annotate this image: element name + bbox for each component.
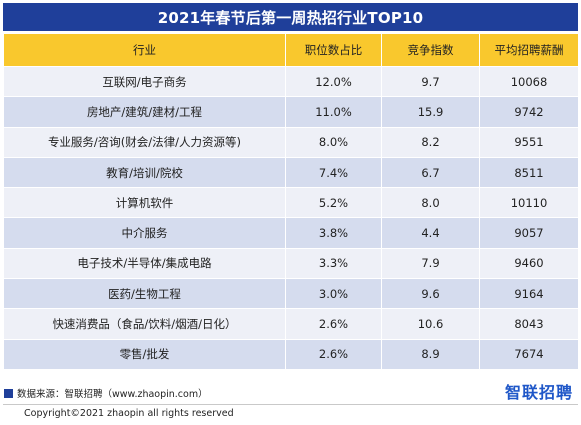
cell-salary: 9460 — [479, 247, 579, 280]
cell-industry: 医药/生物工程 — [3, 278, 286, 310]
cell-share: 8.0% — [285, 126, 382, 158]
table-row: 教育/培训/院校 7.4% 6.7 8511 — [3, 156, 579, 189]
cell-share: 3.0% — [285, 278, 382, 310]
cell-industry: 快速消费品（食品/饮料/烟酒/日化） — [3, 308, 286, 340]
data-source-note: 数据来源：智联招聘（www.zhaopin.com） — [4, 386, 208, 400]
zhaopin-logo: 智联招聘 — [505, 379, 573, 403]
cell-salary: 7674 — [479, 338, 579, 370]
cell-share: 2.6% — [285, 308, 382, 340]
cell-salary: 9742 — [479, 96, 579, 128]
cell-share: 3.3% — [285, 247, 382, 280]
cell-industry: 中介服务 — [3, 217, 286, 249]
cell-industry: 互联网/电子商务 — [3, 65, 286, 98]
cell-salary: 9164 — [479, 278, 579, 310]
cell-competition: 9.6 — [381, 278, 480, 310]
cell-competition: 9.7 — [381, 65, 480, 98]
cell-competition: 4.4 — [381, 217, 480, 249]
cell-salary: 10110 — [479, 187, 579, 219]
table-row: 互联网/电子商务 12.0% 9.7 10068 — [3, 65, 579, 98]
cell-industry: 计算机软件 — [3, 187, 286, 219]
cell-share: 11.0% — [285, 96, 382, 128]
cell-salary: 9551 — [479, 126, 579, 158]
top10-industry-table: 行业 职位数占比 竞争指数 平均招聘薪酬 互联网/电子商务 12.0% 9.7 … — [3, 33, 579, 370]
table-header-row: 行业 职位数占比 竞争指数 平均招聘薪酬 — [3, 33, 579, 67]
source-marker-icon — [4, 388, 13, 398]
cell-industry: 电子技术/半导体/集成电路 — [3, 247, 286, 280]
cell-industry: 专业服务/咨询(财会/法律/人力资源等) — [3, 126, 286, 158]
cell-industry: 教育/培训/院校 — [3, 156, 286, 189]
cell-industry: 房地产/建筑/建材/工程 — [3, 96, 286, 128]
table-row: 电子技术/半导体/集成电路 3.3% 7.9 9460 — [3, 247, 579, 280]
data-source-text: 数据来源：智联招聘（www.zhaopin.com） — [17, 389, 208, 400]
cell-share: 2.6% — [285, 338, 382, 370]
table-row: 零售/批发 2.6% 8.9 7674 — [3, 338, 579, 370]
table-row: 计算机软件 5.2% 8.0 10110 — [3, 187, 579, 219]
cell-share: 3.8% — [285, 217, 382, 249]
table-title: 2021年春节后第一周热招行业TOP10 — [3, 3, 578, 31]
cell-share: 7.4% — [285, 156, 382, 189]
table-row: 中介服务 3.8% 4.4 9057 — [3, 217, 579, 249]
cell-competition: 15.9 — [381, 96, 480, 128]
cell-salary: 10068 — [479, 65, 579, 98]
cell-industry: 零售/批发 — [3, 338, 286, 370]
table-row: 专业服务/咨询(财会/法律/人力资源等) 8.0% 8.2 9551 — [3, 126, 579, 158]
copyright-text: Copyright©2021 zhaopin all rights reserv… — [24, 408, 234, 419]
header-share: 职位数占比 — [285, 33, 382, 67]
cell-competition: 10.6 — [381, 308, 480, 340]
header-industry: 行业 — [3, 33, 286, 67]
header-salary: 平均招聘薪酬 — [479, 33, 579, 67]
brand-name: 智联招聘 — [504, 383, 573, 402]
cell-competition: 6.7 — [381, 156, 480, 189]
cell-share: 5.2% — [285, 187, 382, 219]
cell-competition: 8.2 — [381, 126, 480, 158]
cell-competition: 8.9 — [381, 338, 480, 370]
cell-salary: 9057 — [479, 217, 579, 249]
table-row: 房地产/建筑/建材/工程 11.0% 15.9 9742 — [3, 96, 579, 128]
cell-salary: 8043 — [479, 308, 579, 340]
cell-competition: 7.9 — [381, 247, 480, 280]
cell-salary: 8511 — [479, 156, 579, 189]
footer-divider — [3, 404, 578, 405]
cell-share: 12.0% — [285, 65, 382, 98]
header-competition: 竞争指数 — [381, 33, 480, 67]
table-row: 快速消费品（食品/饮料/烟酒/日化） 2.6% 10.6 8043 — [3, 308, 579, 340]
cell-competition: 8.0 — [381, 187, 480, 219]
table-row: 医药/生物工程 3.0% 9.6 9164 — [3, 278, 579, 310]
